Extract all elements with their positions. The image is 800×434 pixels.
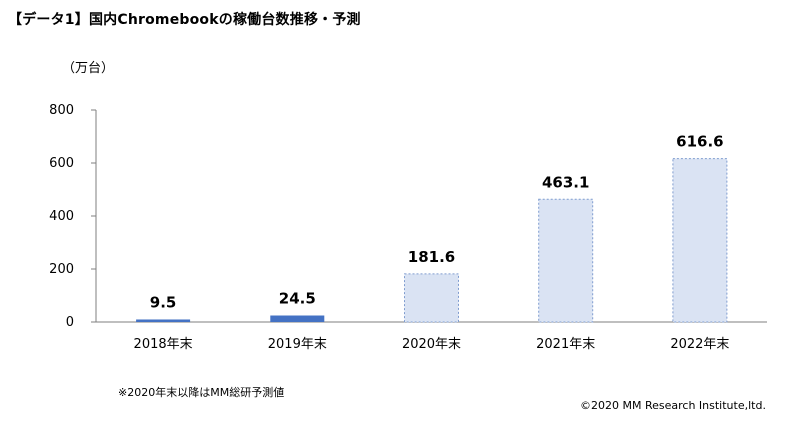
forecast-note: ※2020年末以降はMM総研予測値 [118, 386, 285, 399]
bar-4 [538, 198, 594, 323]
copyright-text: ©2020 MM Research Institute,ltd. [580, 399, 766, 412]
y-tick-label: 0 [66, 315, 74, 330]
data-label: 24.5 [279, 290, 316, 308]
chart-title: 【データ1】国内Chromebookの稼働台数推移・予測 [8, 12, 361, 28]
data-label: 9.5 [150, 293, 177, 311]
x-tick-label: 2019年末 [268, 337, 327, 352]
x-tick-label: 2021年末 [536, 337, 595, 352]
x-tick-label: 2020年末 [402, 337, 461, 352]
x-tick-label: 2018年末 [134, 337, 193, 352]
bar-5 [672, 158, 728, 323]
bar-1 [136, 319, 191, 322]
bar-3 [404, 273, 459, 323]
x-tick-label: 2022年末 [670, 337, 729, 352]
data-label: 616.6 [676, 133, 723, 151]
y-axis-unit-label: （万台） [62, 61, 115, 76]
y-tick-label: 200 [49, 262, 74, 277]
y-tick-label: 600 [49, 156, 74, 171]
y-tick-label: 400 [49, 209, 74, 224]
y-tick-label: 800 [49, 103, 74, 118]
data-label: 181.6 [408, 248, 455, 266]
data-label: 463.1 [542, 173, 589, 191]
bar-2 [270, 315, 325, 322]
